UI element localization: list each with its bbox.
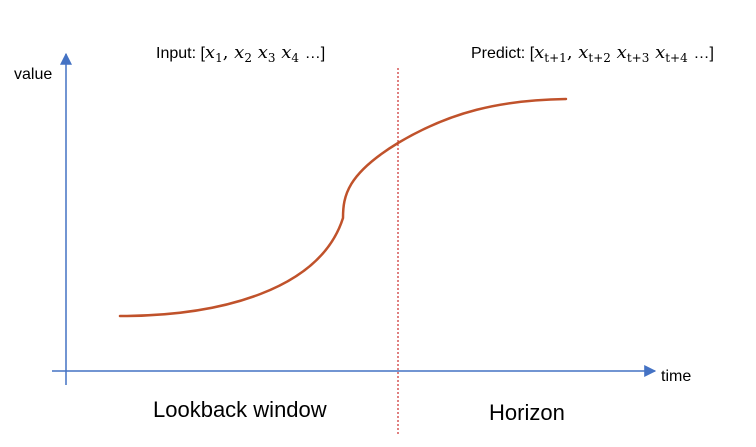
horizon-label: Horizon <box>489 400 565 425</box>
x-axis-label: time <box>661 368 691 385</box>
y-axis-label: value <box>14 66 52 83</box>
input-sequence-label: Input: [x1, x2 x3 x4 …] <box>156 42 325 65</box>
predict-sequence-label: Predict: [xt+1, xt+2 xt+3 xt+4 …] <box>471 42 714 65</box>
lookback-window-label: Lookback window <box>153 397 327 422</box>
time-series-curve <box>118 97 568 318</box>
